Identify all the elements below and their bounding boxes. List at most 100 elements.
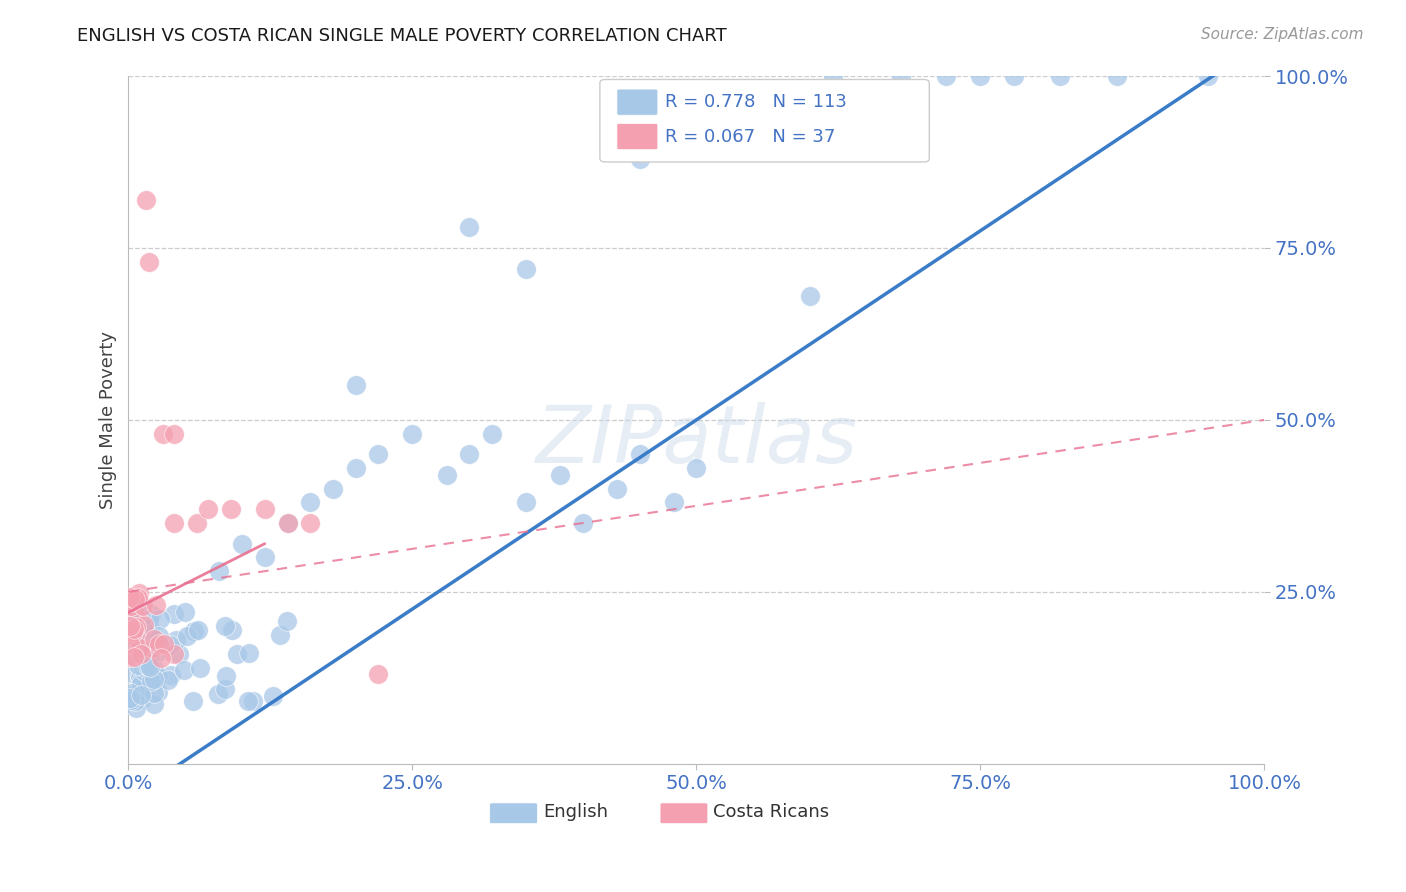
Point	[143, 663, 166, 677]
Point	[969, 69, 991, 83]
Point	[188, 661, 211, 675]
Point	[214, 619, 236, 633]
Point	[187, 623, 209, 637]
Point	[149, 650, 172, 665]
Point	[221, 624, 243, 638]
Point	[132, 660, 155, 674]
Point	[146, 669, 169, 683]
Point	[163, 426, 186, 441]
Point	[163, 607, 186, 621]
Text: Costa Ricans: Costa Ricans	[713, 803, 830, 821]
Point	[121, 648, 143, 663]
FancyBboxPatch shape	[489, 803, 537, 823]
Point	[138, 254, 160, 268]
Point	[124, 622, 146, 636]
Point	[146, 638, 169, 652]
Point	[131, 691, 153, 706]
Point	[138, 626, 160, 640]
Point	[143, 632, 166, 646]
Text: ENGLISH VS COSTA RICAN SINGLE MALE POVERTY CORRELATION CHART: ENGLISH VS COSTA RICAN SINGLE MALE POVER…	[77, 27, 727, 45]
Point	[662, 495, 685, 509]
Point	[236, 694, 259, 708]
Y-axis label: Single Male Poverty: Single Male Poverty	[100, 331, 117, 508]
Point	[262, 690, 284, 704]
Point	[226, 647, 249, 661]
Point	[139, 674, 162, 689]
Point	[132, 651, 155, 665]
Point	[276, 614, 298, 628]
Point	[127, 644, 149, 658]
Point	[628, 447, 651, 461]
Point	[139, 622, 162, 636]
Point	[131, 689, 153, 703]
Point	[1105, 69, 1128, 83]
Point	[135, 665, 157, 679]
Point	[122, 624, 145, 639]
Point	[174, 606, 197, 620]
Point	[129, 640, 152, 655]
FancyBboxPatch shape	[617, 123, 658, 150]
Point	[134, 193, 156, 207]
Point	[157, 673, 180, 687]
Point	[148, 638, 170, 652]
Point	[125, 701, 148, 715]
Point	[125, 607, 148, 621]
Point	[276, 516, 298, 530]
Point	[127, 591, 149, 605]
Point	[628, 152, 651, 166]
Point	[141, 671, 163, 685]
Point	[129, 635, 152, 649]
Point	[149, 612, 172, 626]
Point	[148, 629, 170, 643]
Point	[120, 686, 142, 700]
Point	[401, 426, 423, 441]
Point	[138, 612, 160, 626]
Point	[515, 261, 537, 276]
Point	[118, 591, 141, 605]
Point	[186, 516, 208, 530]
Point	[125, 629, 148, 643]
Point	[139, 659, 162, 673]
Point	[1197, 69, 1219, 83]
Point	[129, 673, 152, 688]
Point	[146, 685, 169, 699]
Point	[367, 667, 389, 681]
Point	[253, 502, 276, 516]
Point	[150, 638, 173, 652]
Point	[122, 620, 145, 634]
Point	[124, 616, 146, 631]
Point	[299, 495, 322, 509]
Point	[118, 619, 141, 633]
Point	[344, 461, 367, 475]
Point	[139, 648, 162, 663]
Point	[131, 681, 153, 696]
Text: ZIPatlas: ZIPatlas	[536, 401, 858, 480]
Point	[134, 658, 156, 673]
Point	[165, 633, 187, 648]
Point	[128, 585, 150, 599]
Text: English: English	[543, 803, 607, 821]
Point	[183, 624, 205, 638]
Point	[127, 652, 149, 666]
Point	[322, 482, 344, 496]
Point	[122, 634, 145, 648]
Point	[344, 378, 367, 392]
Point	[120, 692, 142, 706]
Point	[129, 615, 152, 629]
Point	[132, 599, 155, 614]
Point	[173, 663, 195, 677]
Point	[129, 618, 152, 632]
Point	[146, 644, 169, 658]
Point	[135, 619, 157, 633]
Point	[120, 615, 142, 629]
Point	[127, 657, 149, 672]
Point	[1049, 69, 1071, 83]
Point	[124, 592, 146, 607]
Point	[890, 69, 912, 83]
Point	[124, 667, 146, 681]
Point	[135, 628, 157, 642]
Point	[125, 620, 148, 634]
Point	[176, 629, 198, 643]
Point	[129, 648, 152, 662]
Point	[208, 564, 231, 578]
